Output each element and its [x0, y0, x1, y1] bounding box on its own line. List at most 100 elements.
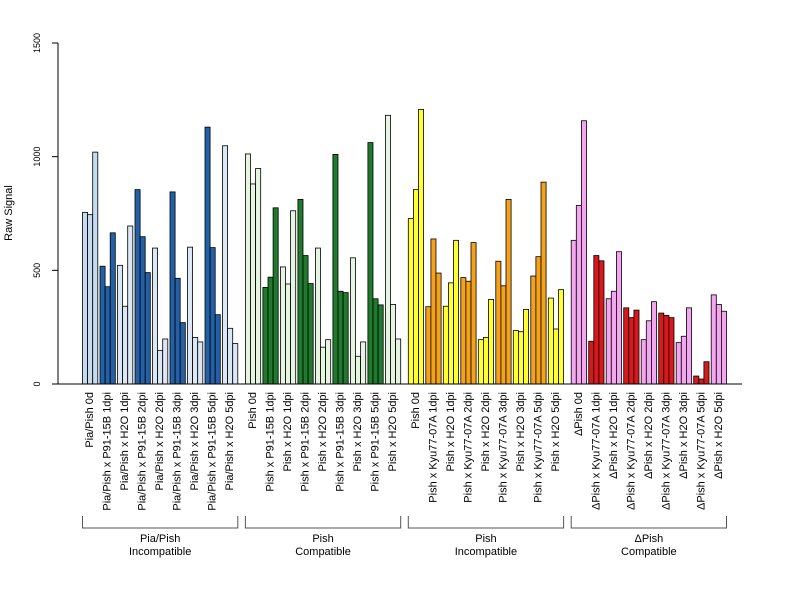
y-axis-label: Raw Signal [3, 185, 15, 241]
category-label: ΔPish x H2O 1dpi [608, 392, 620, 479]
bar [384, 114, 391, 385]
group-bracket [407, 516, 565, 529]
bar [192, 336, 199, 385]
bar [698, 378, 705, 385]
bar [640, 339, 647, 385]
category-label: Pish x P91-15B 1dpi [265, 392, 277, 492]
category-label: Pia/Pish x P91-15B 1dpi [102, 392, 114, 511]
group-bracket [570, 516, 727, 529]
bar [157, 349, 164, 385]
bar [658, 312, 665, 385]
bar [447, 282, 454, 385]
bar [530, 275, 537, 385]
bar [412, 189, 419, 385]
bar [104, 286, 111, 385]
bar [418, 108, 424, 385]
bar [174, 277, 181, 385]
bar [593, 255, 600, 385]
bar [144, 272, 151, 385]
y-axis: 0 500 1000 1500 [32, 33, 59, 387]
category-label: Pish x H2O 2dpi [480, 392, 492, 471]
bar [495, 260, 502, 385]
y-tick-label: 500 [32, 263, 42, 278]
bar [250, 183, 256, 385]
bar [453, 239, 459, 385]
bar [721, 310, 727, 385]
category-label: ΔPish x H2O 3dpi [678, 392, 690, 479]
category-label: ΔPish x H2O 5dpi [713, 392, 725, 479]
bar [610, 290, 617, 385]
bar [442, 305, 449, 385]
bar [337, 290, 344, 385]
bar [470, 242, 477, 385]
bar [547, 297, 554, 385]
bar [232, 343, 239, 385]
bar [244, 153, 251, 385]
category-label: Pish x H2O 5dpi [387, 392, 399, 471]
bar [693, 375, 700, 385]
y-tick-label: 1500 [32, 33, 42, 53]
bar [465, 280, 472, 385]
bar [651, 301, 657, 385]
bar [663, 314, 670, 385]
bar [588, 340, 595, 385]
group-label: ΔPish [634, 533, 663, 545]
category-label: Pish 0d [410, 392, 422, 429]
bar [355, 355, 361, 385]
bar [430, 238, 437, 385]
bar [668, 317, 675, 385]
bar [390, 304, 396, 385]
bar [152, 247, 158, 385]
bar [342, 292, 349, 385]
category-label: Pish x Kyu77-07A 3dpi [497, 392, 509, 503]
bar [214, 314, 221, 385]
category-label: Pia/Pish x H2O 2dpi [154, 392, 166, 490]
bar [482, 336, 489, 385]
group-bracket [244, 516, 402, 529]
bar [197, 341, 204, 385]
category-label: Pish x P91-15B 3dpi [335, 392, 347, 492]
category-label: Pish x H2O 1dpi [445, 392, 457, 471]
category-label: Pish x P91-15B 5dpi [370, 392, 382, 492]
bar [279, 266, 286, 385]
category-label: Pia/Pish x H2O 5dpi [224, 392, 236, 490]
bar [87, 214, 94, 385]
bar [204, 126, 211, 385]
category-label: ΔPish x Kyu77-07A 1dpi [590, 392, 602, 510]
group-label: Incompatible [455, 546, 517, 558]
bar [575, 205, 582, 385]
bar [523, 309, 529, 385]
bar [109, 232, 116, 385]
bar [710, 294, 717, 385]
bar [272, 207, 279, 385]
category-label: ΔPish 0d [573, 392, 585, 436]
bar [320, 346, 326, 385]
bar [535, 256, 542, 385]
category-label: ΔPish x Kyu77-07A 2dpi [625, 392, 637, 510]
bar [367, 142, 374, 385]
bar [460, 277, 467, 385]
bar [628, 317, 635, 385]
group-bracket [82, 516, 239, 529]
bar [169, 191, 176, 385]
category-label: Pia/Pish x P91-15B 5dpi [207, 392, 219, 511]
category-label: Pish x Kyu77-07A 1dpi [427, 392, 439, 503]
bar [372, 298, 379, 385]
category-label: Pia/Pish 0d [84, 392, 96, 448]
bar [209, 247, 216, 385]
bar [262, 286, 269, 385]
bar [377, 304, 384, 385]
bar [99, 265, 106, 385]
bar [407, 218, 414, 385]
group-label: Pia/Pish [140, 533, 180, 545]
bar [500, 285, 507, 385]
category-label: Pish x H2O 3dpi [352, 392, 364, 471]
bar [314, 247, 321, 385]
bar [633, 309, 640, 385]
bar [82, 211, 88, 385]
category-label: Pish x Kyu77-07A 5dpi [532, 392, 544, 503]
group-label: Incompatible [129, 546, 191, 558]
category-label: Pia/Pish x P91-15B 2dpi [137, 392, 149, 511]
group-label: Pish [475, 533, 496, 545]
